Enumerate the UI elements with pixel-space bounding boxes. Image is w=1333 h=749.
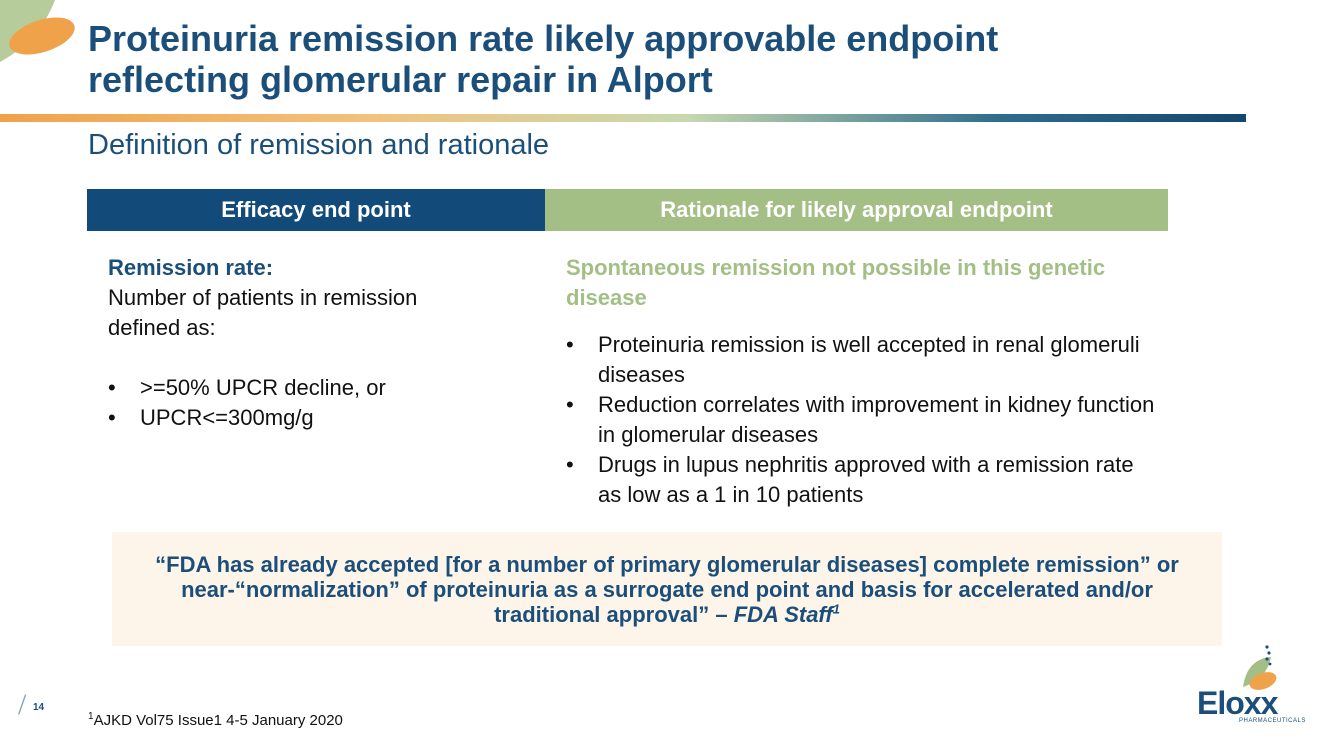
- logo-wordmark: Eloxx: [1197, 685, 1278, 721]
- remission-criteria-list: • >=50% UPCR decline, or • UPCR<=300mg/g: [108, 373, 528, 433]
- list-item: • Drugs in lupus nephritis approved with…: [566, 450, 1156, 510]
- rationale-column: Spontaneous remission not possible in th…: [566, 253, 1156, 510]
- rationale-list: • Proteinuria remission is well accepted…: [566, 330, 1156, 510]
- quote-footnote-marker: 1: [832, 601, 840, 617]
- rationale-heading: Spontaneous remission not possible in th…: [566, 255, 1106, 310]
- footnote-marker: 1: [88, 711, 94, 722]
- rationale-column-header: Rationale for likely approval endpoint: [545, 189, 1168, 231]
- remission-definition-line-1: Number of patients in remission: [108, 285, 418, 310]
- bullet-icon: •: [108, 405, 116, 430]
- slide-subtitle: Definition of remission and rationale: [88, 129, 550, 161]
- page-slash-decoration: /: [18, 688, 27, 721]
- efficacy-column-header: Efficacy end point: [87, 189, 545, 231]
- footnote: 1AJKD Vol75 Issue1 4-5 January 2020: [88, 711, 343, 730]
- efficacy-column: Remission rate: Number of patients in re…: [108, 253, 528, 433]
- orange-leaf-shape: [9, 17, 75, 55]
- list-item-text: >=50% UPCR decline, or: [140, 375, 386, 400]
- list-item: • UPCR<=300mg/g: [108, 403, 528, 433]
- slide-title-line-2: reflecting glomerular repair in Alport: [88, 59, 713, 100]
- page-number: 14: [33, 702, 45, 713]
- bullet-icon: •: [108, 375, 116, 400]
- list-item-text: Reduction correlates with improvement in…: [598, 392, 1155, 447]
- slide-title-line-1: Proteinuria remission rate likely approv…: [88, 18, 999, 59]
- quote-body: “FDA has already accepted [for a number …: [155, 552, 1179, 627]
- bullet-icon: •: [566, 392, 574, 417]
- bullet-icon: •: [566, 452, 574, 477]
- list-item-text: UPCR<=300mg/g: [140, 405, 314, 430]
- bullet-icon: •: [566, 332, 574, 357]
- title-gradient-divider: [0, 114, 1246, 122]
- logo-mark-icon: [1243, 645, 1277, 690]
- eloxx-logo: Eloxx PHARMACEUTICALS: [1195, 643, 1305, 728]
- footnote-text: AJKD Vol75 Issue1 4-5 January 2020: [93, 712, 343, 729]
- list-item-text: Proteinuria remission is well accepted i…: [598, 332, 1140, 387]
- list-item: • Proteinuria remission is well accepted…: [566, 330, 1156, 390]
- list-item: • Reduction correlates with improvement …: [566, 390, 1156, 450]
- remission-rate-heading: Remission rate:: [108, 255, 274, 280]
- fda-quote-callout: “FDA has already accepted [for a number …: [112, 532, 1222, 646]
- fda-quote: “FDA has already accepted [for a number …: [132, 552, 1202, 627]
- corner-leaf-decoration: [0, 0, 75, 62]
- remission-definition-line-2: defined as:: [108, 315, 216, 340]
- logo-tagline: PHARMACEUTICALS: [1239, 718, 1306, 724]
- list-item-text: Drugs in lupus nephritis approved with a…: [598, 452, 1134, 507]
- slide-title: Proteinuria remission rate likely approv…: [88, 18, 1238, 100]
- list-item: • >=50% UPCR decline, or: [108, 373, 528, 403]
- quote-source: FDA Staff: [733, 602, 833, 627]
